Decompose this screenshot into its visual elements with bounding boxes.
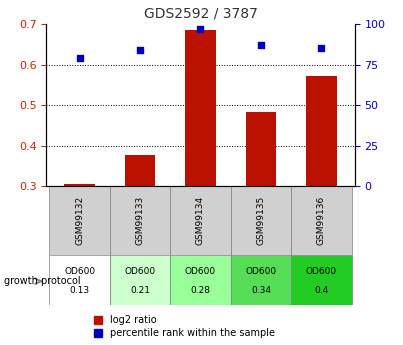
Text: growth protocol: growth protocol [4, 276, 81, 286]
Bar [291, 255, 351, 305]
Bar [246, 112, 276, 186]
Text: OD600: OD600 [306, 267, 337, 276]
Text: 0.21: 0.21 [130, 286, 150, 295]
Text: OD600: OD600 [64, 267, 95, 276]
Text: GSM99132: GSM99132 [75, 196, 84, 245]
Bar [49, 186, 110, 255]
Text: GSM99136: GSM99136 [317, 196, 326, 245]
Point [137, 47, 143, 53]
Text: GSM99133: GSM99133 [135, 196, 145, 245]
Bar [110, 255, 170, 305]
Bar [306, 76, 337, 186]
Bar [64, 184, 95, 186]
Text: OD600: OD600 [185, 267, 216, 276]
Bar [231, 186, 291, 255]
Point [197, 26, 204, 32]
Bar [170, 186, 231, 255]
Legend: log2 ratio, percentile rank within the sample: log2 ratio, percentile rank within the s… [93, 315, 275, 338]
Text: OD600: OD600 [125, 267, 156, 276]
Bar [170, 255, 231, 305]
Bar [231, 255, 291, 305]
Title: GDS2592 / 3787: GDS2592 / 3787 [143, 6, 258, 20]
Bar [110, 186, 170, 255]
Bar [125, 155, 155, 186]
Point [77, 56, 83, 61]
Bar [49, 255, 110, 305]
Text: GSM99134: GSM99134 [196, 196, 205, 245]
Bar [291, 186, 351, 255]
Text: GSM99135: GSM99135 [256, 196, 266, 245]
Point [258, 42, 264, 48]
Point [318, 46, 325, 51]
Text: OD600: OD600 [245, 267, 276, 276]
Text: 0.4: 0.4 [314, 286, 328, 295]
Text: 0.13: 0.13 [70, 286, 89, 295]
Bar [185, 30, 216, 186]
Text: 0.28: 0.28 [191, 286, 210, 295]
Text: 0.34: 0.34 [251, 286, 271, 295]
